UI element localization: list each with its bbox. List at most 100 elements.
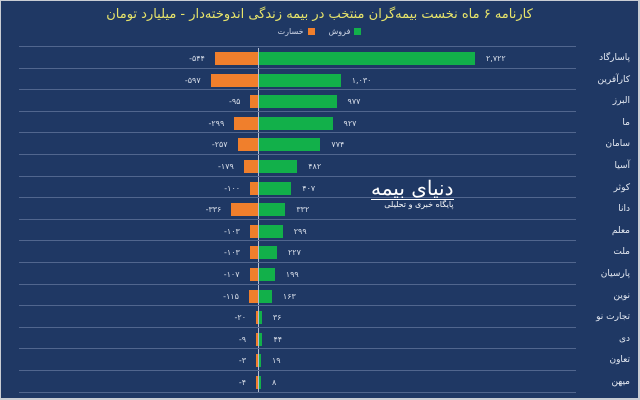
loss-value-label: -۲۵۷: [211, 140, 228, 150]
sales-bar: [259, 181, 292, 195]
sales-value-label: ۹۲۷: [343, 118, 357, 128]
category-label: تجارت نو: [596, 312, 630, 323]
loss-value-label: -۲۹۹: [208, 118, 225, 128]
category-label: معلم: [611, 225, 630, 236]
sales-bar: [259, 289, 272, 303]
loss-bar: [250, 181, 258, 195]
sales-value-label: ۲۹۹: [293, 226, 307, 236]
sales-value-label: ۱۹: [272, 356, 281, 366]
sales-value-label: ۱,۰۳۰: [351, 75, 372, 85]
category-label: کوثر: [613, 182, 630, 193]
sales-bar: [259, 160, 298, 173]
sales-value-label: ۱۶۳: [282, 291, 296, 301]
sales-value-label: ۲,۷۲۲: [486, 54, 506, 63]
loss-bar: [256, 354, 258, 368]
gridline: [19, 326, 576, 328]
gridline: [19, 240, 576, 242]
legend-label: خسارت: [277, 27, 304, 36]
sales-bar: [259, 354, 261, 368]
gridline: [19, 370, 576, 371]
loss-bar: [249, 268, 258, 281]
sales-bar: [259, 376, 261, 389]
loss-bar: [243, 160, 258, 173]
sales-bar: [259, 95, 337, 109]
category-label: نوین: [613, 290, 630, 301]
sales-bar: [259, 116, 333, 130]
gridline: [19, 283, 576, 285]
sales-value-label: ۳۶: [272, 313, 282, 323]
category-label: دانا: [618, 204, 630, 215]
legend-item-sales: فروش: [329, 27, 362, 36]
loss-bar: [248, 289, 258, 303]
loss-bar: [234, 116, 258, 130]
loss-bar: [210, 73, 258, 87]
loss-value-label: -۱۰۳: [224, 248, 240, 258]
sales-value-label: ۳۳۲: [296, 205, 310, 215]
sales-bar: [259, 332, 263, 346]
sales-value-label: ۴۰۷: [302, 183, 316, 193]
gridline: [19, 154, 576, 155]
category-label: دی: [618, 333, 630, 344]
gridline: [19, 305, 576, 307]
loss-value-label: -۹۵: [228, 97, 241, 107]
loss-value-label: -۴: [238, 378, 246, 387]
sales-value-label: ۷۷۴: [331, 140, 345, 150]
loss-value-label: -۱۰۳: [224, 226, 240, 236]
gridline: [19, 89, 576, 91]
gridline: [19, 197, 576, 199]
watermark: دنیای بیمه پایگاه خبری و تحلیلی: [371, 177, 454, 209]
sales-bar: [259, 52, 475, 65]
gridline: [19, 46, 576, 47]
loss-bar: [256, 376, 258, 389]
category-label: سامان: [605, 139, 630, 150]
sales-value-label: ۴۴: [273, 334, 283, 344]
legend-item-loss: خسارت: [278, 27, 315, 36]
loss-value-label: -۵۹۷: [184, 75, 201, 85]
category-label: تعاون: [609, 355, 630, 366]
loss-bar: [231, 203, 258, 217]
sales-value-label: ۹۷۷: [347, 97, 361, 107]
sales-value-label: ۲۲۷: [288, 248, 301, 258]
gridline: [19, 348, 576, 350]
category-label: پاسارگاد: [599, 53, 630, 63]
loss-value-label: -۳۳۶: [205, 205, 222, 215]
gridline: [19, 391, 576, 393]
category-label: ما: [622, 117, 630, 128]
sales-bar: [259, 138, 321, 152]
legend-label: فروش: [328, 27, 351, 36]
loss-bar: [237, 138, 258, 152]
zero-axis: [258, 48, 259, 392]
sales-bar: [259, 224, 283, 238]
gridline: [19, 175, 576, 177]
sales-value-label: ۸: [272, 378, 277, 387]
loss-value-label: -۳: [238, 356, 246, 366]
watermark-title: دنیای بیمه: [371, 176, 454, 200]
gridline: [19, 110, 576, 112]
category-label: پارسیان: [600, 269, 630, 279]
category-label: البرز: [612, 96, 630, 107]
sales-value-label: ۱۹۹: [285, 270, 299, 279]
loss-value-label: -۹: [238, 334, 246, 344]
sales-bar: [259, 203, 286, 217]
loss-bar: [214, 52, 258, 65]
legend-swatch-green-icon: [354, 28, 362, 35]
sales-bar: [259, 73, 341, 87]
watermark-subtitle: پایگاه خبری و تحلیلی: [371, 199, 454, 209]
loss-value-label: -۱۰۰: [224, 183, 241, 193]
legend-swatch-orange-icon: [307, 28, 315, 35]
loss-value-label: -۱۰۷: [223, 270, 240, 279]
gridline: [19, 132, 576, 134]
gridline: [19, 262, 576, 263]
gridline: [19, 67, 576, 69]
loss-bar: [250, 95, 258, 109]
loss-bar: [249, 246, 258, 260]
sales-value-label: ۴۸۲: [308, 162, 322, 171]
loss-value-label: -۱۷۹: [218, 162, 234, 171]
sales-bar: [259, 268, 275, 281]
chart-title: کارنامه ۶ ماه نخست بیمه‌گران منتخب در بی…: [106, 7, 533, 22]
gridline: [19, 218, 576, 220]
sales-bar: [259, 311, 262, 325]
category-label: میهن: [611, 377, 630, 387]
sales-bar: [259, 246, 277, 260]
